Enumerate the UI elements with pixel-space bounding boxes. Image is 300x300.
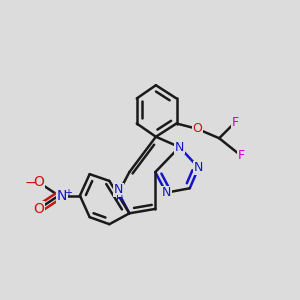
Text: N: N xyxy=(161,186,171,199)
Text: −: − xyxy=(25,176,36,189)
Text: O: O xyxy=(33,202,44,216)
Text: N: N xyxy=(56,189,67,202)
Text: F: F xyxy=(232,116,239,128)
Text: +: + xyxy=(64,188,72,198)
Text: O: O xyxy=(192,122,202,135)
Text: N: N xyxy=(175,141,184,154)
Text: F: F xyxy=(238,149,245,162)
Text: N: N xyxy=(114,183,123,196)
Text: H: H xyxy=(116,195,124,205)
Text: N: N xyxy=(194,161,203,174)
Text: O: O xyxy=(33,176,44,189)
